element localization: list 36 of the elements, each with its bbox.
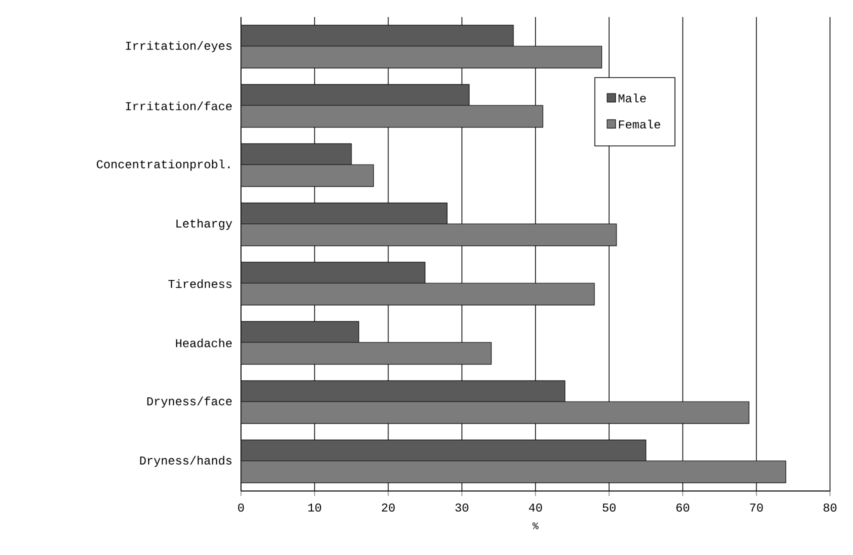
bar	[241, 24, 514, 48]
x-tick-label: 30	[455, 504, 468, 512]
x-tick-label: 0	[238, 504, 244, 512]
bar	[241, 282, 595, 306]
bar	[241, 164, 374, 187]
x-tick-label: 10	[308, 504, 322, 512]
bar	[241, 380, 566, 403]
bar	[241, 46, 602, 68]
bar	[241, 342, 492, 365]
bar	[241, 440, 646, 462]
bar	[241, 262, 426, 284]
bar	[241, 84, 470, 107]
x-tick-label: 70	[750, 504, 763, 512]
x-tick-label: 60	[676, 504, 690, 512]
bar	[241, 202, 448, 226]
y-tick-label: Lethargy	[176, 218, 232, 230]
x-tick-label: 20	[382, 504, 395, 512]
bar	[241, 401, 750, 424]
bar	[241, 321, 360, 344]
bar	[241, 224, 617, 246]
y-tick-label: Headache	[176, 338, 232, 348]
y-tick-label: Irritation/face	[126, 102, 232, 110]
x-tick-label: 40	[528, 504, 542, 512]
y-tick-label: Tiredness	[168, 279, 232, 288]
y-tick-label: Concentrationprobl.	[96, 160, 230, 171]
x-tick-label: 80	[824, 504, 836, 512]
y-tick-label: Dryness/hands	[140, 456, 232, 467]
bar	[241, 460, 786, 484]
legend-label: Male	[618, 94, 646, 102]
bar	[241, 105, 544, 128]
x-axis-title: %	[532, 522, 538, 530]
legend-label: Female	[619, 120, 660, 129]
bar	[241, 143, 352, 166]
y-tick-label: Irritation/eyes	[126, 41, 232, 52]
y-tick-label: Dryness/face	[147, 396, 232, 408]
x-tick-label: 50	[602, 504, 616, 512]
